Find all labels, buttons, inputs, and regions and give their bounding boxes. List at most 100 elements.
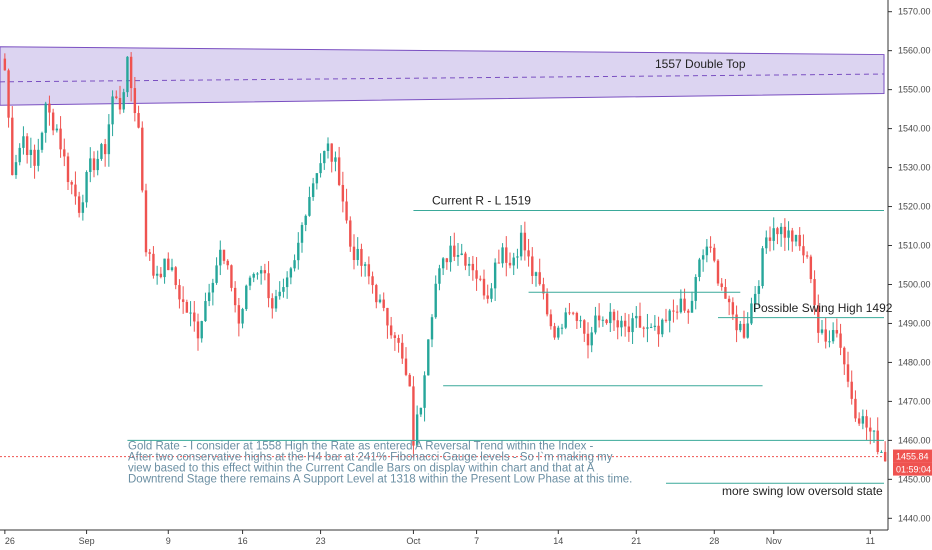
candle-body — [107, 124, 111, 155]
candle-body — [531, 256, 534, 276]
candle-body — [627, 326, 631, 333]
x-tick-label: 9 — [166, 536, 171, 546]
candle-body — [449, 245, 452, 263]
candle-body — [612, 311, 616, 321]
candle-body — [25, 136, 29, 156]
candle-body — [657, 325, 660, 335]
candle-body — [167, 258, 170, 271]
candle-body — [635, 315, 638, 319]
candle-body — [490, 288, 493, 299]
candle-body — [857, 418, 861, 424]
candle-body — [583, 320, 586, 334]
candle-body — [508, 262, 512, 266]
candle-body — [564, 312, 567, 328]
candle-body — [839, 333, 842, 348]
candle-body — [623, 320, 627, 327]
candle-body — [178, 285, 181, 300]
candle-body — [542, 284, 545, 294]
candle-body — [404, 358, 408, 375]
y-tick-label: 1570.00 — [898, 7, 931, 17]
candle-body — [787, 230, 790, 238]
candle-body — [779, 226, 783, 235]
candle-body — [649, 326, 653, 328]
candle-body — [326, 143, 330, 151]
candle-body — [89, 158, 92, 173]
candle-body — [753, 293, 757, 304]
candle-body — [215, 265, 218, 283]
candle-body — [133, 88, 137, 114]
candle-body — [263, 270, 267, 274]
candle-body — [185, 301, 189, 313]
candle-body — [486, 295, 489, 299]
candle-body — [831, 330, 835, 342]
candle-body — [92, 158, 96, 171]
candle-body — [70, 182, 73, 185]
candle-body — [802, 246, 805, 256]
candle-body — [204, 301, 207, 322]
candle-body — [568, 312, 571, 314]
candle-body — [605, 319, 608, 324]
candle-body — [735, 314, 738, 331]
y-tick-label: 1490.00 — [898, 318, 931, 328]
candle-body — [408, 374, 411, 387]
candle-body — [29, 149, 33, 156]
candle-body — [713, 247, 716, 261]
candle-body — [319, 163, 322, 174]
candle-body — [765, 237, 768, 249]
candle-body — [360, 248, 363, 266]
candle-body — [746, 323, 749, 338]
x-tick-label: 7 — [474, 536, 479, 546]
candle-body — [282, 287, 285, 292]
candle-body — [155, 273, 159, 276]
x-tick-label: 28 — [709, 536, 719, 546]
candle-body — [271, 298, 274, 309]
candle-body — [297, 242, 300, 261]
current-rl-label: Current R - L 1519 — [432, 194, 531, 208]
candle-body — [349, 220, 352, 247]
candle-body — [690, 300, 694, 313]
candle-body — [100, 144, 103, 159]
double-top-label: 1557 Double Top — [655, 57, 746, 71]
candle-body — [601, 319, 605, 321]
candle-body — [14, 162, 18, 176]
candle-body — [675, 311, 679, 313]
y-tick-label: 1520.00 — [898, 202, 931, 212]
candle-body — [126, 56, 129, 93]
candle-body — [427, 339, 430, 376]
candle-body — [761, 248, 764, 287]
candle-body — [560, 327, 564, 329]
candle-body — [668, 310, 671, 321]
candle-body — [159, 273, 163, 278]
candle-body — [791, 230, 794, 242]
candle-body — [37, 149, 40, 166]
candle-body — [129, 56, 133, 89]
candle-body — [7, 70, 10, 118]
candle-body — [196, 321, 200, 339]
y-tick-label: 1550.00 — [898, 85, 931, 95]
candle-body — [44, 103, 47, 133]
x-tick-label: 23 — [316, 536, 326, 546]
candle-body — [163, 258, 166, 278]
swing-high-label: Possible Swing High 1492 — [753, 301, 893, 315]
candle-body — [81, 202, 85, 213]
candle-body — [412, 386, 415, 446]
candle-body — [482, 278, 486, 296]
candle-body — [141, 127, 144, 191]
candle-body — [386, 307, 389, 326]
candle-body — [880, 451, 883, 453]
candle-body — [308, 196, 311, 216]
y-tick-label: 1510.00 — [898, 241, 931, 251]
double-top-midline — [0, 73, 885, 83]
candle-body — [534, 272, 538, 276]
candle-body — [259, 270, 263, 274]
current-price-badge — [893, 449, 932, 463]
candle-body — [144, 190, 148, 253]
candle-body — [813, 279, 816, 306]
candle-body — [687, 310, 690, 313]
candle-body — [22, 136, 25, 148]
candle-body — [464, 253, 467, 266]
candle-body — [285, 277, 289, 288]
candle-body — [772, 228, 775, 241]
y-tick-label: 1440.00 — [898, 513, 931, 523]
countdown-badge — [893, 462, 932, 476]
